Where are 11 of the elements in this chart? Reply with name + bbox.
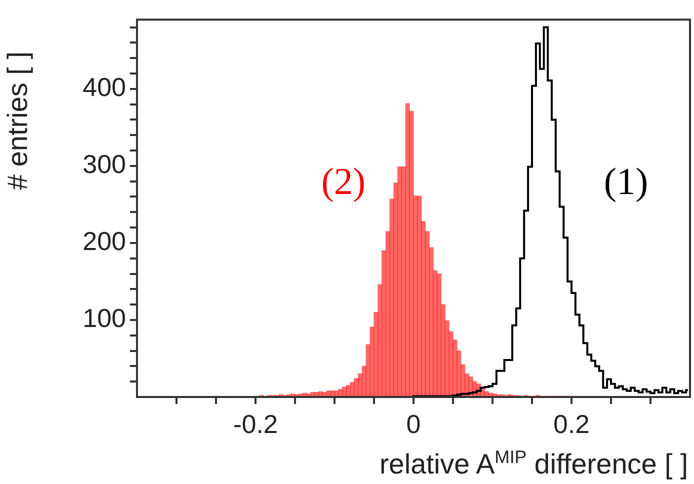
x-tick-label: 0 — [406, 408, 421, 439]
x-axis-title: relative A$^{MIP}$ difference [ ] — [379, 446, 688, 480]
x-tick-label: 0.2 — [553, 408, 590, 439]
y-tick-label: 200 — [82, 226, 126, 256]
y-tick-label: 100 — [82, 303, 126, 334]
y-tick-label: 400 — [82, 72, 126, 102]
x-tick-label: -0.2 — [233, 408, 278, 439]
y-axis-title: # entries [ ] — [2, 51, 34, 190]
series-label: (1) — [604, 160, 648, 203]
series-label: (2) — [321, 160, 366, 203]
y-tick-label: 300 — [82, 149, 126, 180]
